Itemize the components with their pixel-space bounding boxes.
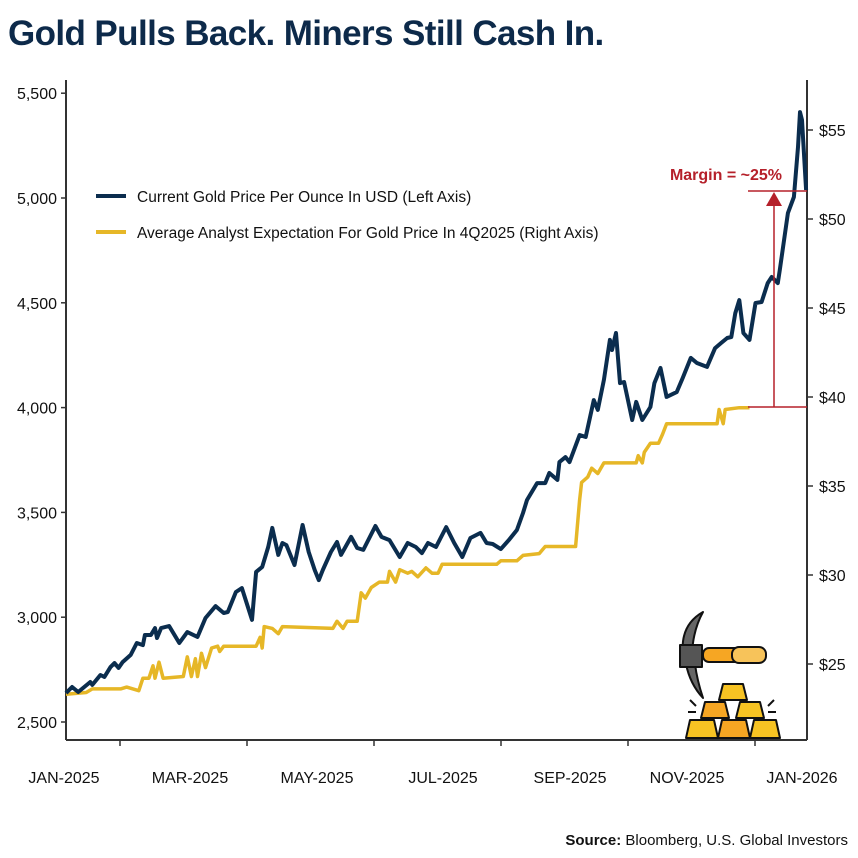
series-line-analyst-expectation bbox=[65, 405, 750, 697]
right-axis-ticks: $25 $30 $35 $40 $45 $50 $55 bbox=[807, 123, 846, 674]
left-tick-label: 2,500 bbox=[17, 715, 57, 732]
left-axis-ticks: 2,500 3,000 3,500 4,000 4,500 5,000 5,500 bbox=[17, 86, 66, 732]
series-line-gold-price bbox=[64, 110, 809, 695]
x-tick-label: NOV-2025 bbox=[650, 770, 725, 787]
x-tick-label: SEP-2025 bbox=[534, 770, 607, 787]
source-text: Bloomberg, U.S. Global Investors bbox=[621, 832, 848, 849]
right-tick-label: $30 bbox=[819, 568, 846, 585]
right-tick-label: $55 bbox=[819, 123, 846, 140]
left-tick-label: 3,500 bbox=[17, 505, 57, 522]
left-tick-label: 5,500 bbox=[17, 86, 57, 103]
x-tick-label: JAN-2025 bbox=[28, 770, 99, 787]
annotation-label: Margin = ~25% bbox=[670, 167, 782, 184]
left-tick-label: 5,000 bbox=[17, 191, 57, 208]
right-tick-label: $45 bbox=[819, 301, 846, 318]
x-tick-label: MAY-2025 bbox=[281, 770, 354, 787]
pickaxe-and-gold-bars-icon bbox=[679, 611, 781, 739]
left-tick-label: 3,000 bbox=[17, 610, 57, 627]
left-tick-label: 4,000 bbox=[17, 401, 57, 418]
legend-label-gold-price: Current Gold Price Per Ounce In USD (Lef… bbox=[137, 189, 471, 206]
chart-title: Gold Pulls Back. Miners Still Cash In. bbox=[8, 14, 604, 53]
legend: Current Gold Price Per Ounce In USD (Lef… bbox=[96, 189, 599, 242]
series-group bbox=[64, 110, 809, 697]
x-axis-ticks: JAN-2025 MAR-2025 MAY-2025 JUL-2025 SEP-2025… bbox=[28, 740, 838, 787]
right-tick-label: $35 bbox=[819, 479, 846, 496]
arrow-up-icon bbox=[766, 192, 782, 206]
source-note: Source: Bloomberg, U.S. Global Investors bbox=[565, 832, 848, 849]
x-tick-label: MAR-2025 bbox=[152, 770, 229, 787]
right-tick-label: $25 bbox=[819, 657, 846, 674]
source-label: Source: bbox=[565, 832, 622, 849]
right-tick-label: $40 bbox=[819, 390, 846, 407]
right-tick-label: $50 bbox=[819, 212, 846, 229]
axes bbox=[65, 80, 808, 741]
legend-label-analyst: Average Analyst Expectation For Gold Pri… bbox=[137, 225, 599, 242]
margin-annotation: Margin = ~25% bbox=[670, 167, 807, 408]
left-tick-label: 4,500 bbox=[17, 296, 57, 313]
x-tick-label: JAN-2026 bbox=[766, 770, 837, 787]
x-tick-label: JUL-2025 bbox=[408, 770, 477, 787]
